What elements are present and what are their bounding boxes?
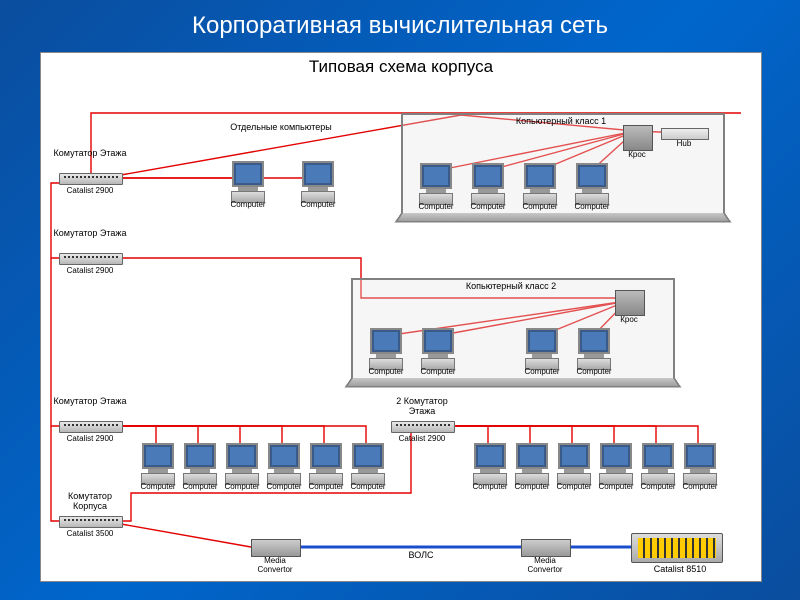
- label: Computer: [365, 368, 407, 377]
- computer-icon: [523, 163, 557, 201]
- computer-icon: [515, 443, 549, 481]
- label: Computer: [417, 368, 459, 377]
- computer-icon: [267, 443, 301, 481]
- kros-icon: [623, 125, 653, 151]
- slide: Корпоративная вычислительная сеть Типова…: [0, 0, 800, 600]
- label: Копьютерный класс 2: [451, 282, 571, 292]
- label: Комутатор Этажа: [53, 397, 127, 407]
- label: Комутатор Корпуса: [53, 492, 127, 512]
- label: Catalist 2900: [53, 267, 127, 276]
- switch-icon: [391, 421, 455, 433]
- computer-icon: [525, 328, 559, 366]
- label: Computer: [679, 483, 721, 492]
- label: Hub: [669, 140, 699, 149]
- computer-icon: [599, 443, 633, 481]
- label: Computer: [521, 368, 563, 377]
- computer-icon: [641, 443, 675, 481]
- computer-icon: [309, 443, 343, 481]
- label: Computer: [137, 483, 179, 492]
- label: Computer: [415, 203, 457, 212]
- label: Catalist 2900: [53, 435, 127, 444]
- core-switch-icon: [631, 533, 723, 563]
- label: Копьютерный класс 1: [501, 117, 621, 127]
- label: Computer: [573, 368, 615, 377]
- label: Крос: [619, 151, 655, 160]
- label: Computer: [519, 203, 561, 212]
- switch-icon: [59, 173, 123, 185]
- label: Catalist 3500: [53, 530, 127, 539]
- label: Computer: [511, 483, 553, 492]
- computer-icon: [421, 328, 455, 366]
- label: 2 Комутатор Этажа: [385, 397, 459, 417]
- media-convertor-icon: [251, 539, 301, 557]
- computer-icon: [577, 328, 611, 366]
- computer-icon: [557, 443, 591, 481]
- computer-icon: [369, 328, 403, 366]
- label: Computer: [595, 483, 637, 492]
- label: Computer: [637, 483, 679, 492]
- label: Computer: [179, 483, 221, 492]
- computer-icon: [141, 443, 175, 481]
- label: Catalist 8510: [635, 565, 725, 575]
- label: Computer: [221, 483, 263, 492]
- computer-icon: [225, 443, 259, 481]
- label: Catalist 2900: [385, 435, 459, 444]
- diagram-panel: Типовая схема корпуса Копьютерный класс …: [40, 52, 762, 582]
- label: Крос: [611, 316, 647, 325]
- switch-icon: [59, 516, 123, 528]
- computer-icon: [419, 163, 453, 201]
- label: ВОЛС: [391, 551, 451, 561]
- slide-title: Корпоративная вычислительная сеть: [0, 12, 800, 40]
- label: Computer: [469, 483, 511, 492]
- label: Media Convertor: [247, 557, 303, 575]
- media-convertor-icon: [521, 539, 571, 557]
- switch-icon: [59, 421, 123, 433]
- label: Computer: [297, 201, 339, 210]
- label: Computer: [305, 483, 347, 492]
- label: Computer: [571, 203, 613, 212]
- label: Computer: [227, 201, 269, 210]
- label: Комутатор Этажа: [53, 229, 127, 239]
- kros-icon: [615, 290, 645, 316]
- computer-icon: [301, 161, 335, 199]
- label: Отдельные компьютеры: [211, 123, 351, 133]
- label: Computer: [347, 483, 389, 492]
- computer-icon: [231, 161, 265, 199]
- computer-icon: [473, 443, 507, 481]
- computer-icon: [683, 443, 717, 481]
- computer-icon: [471, 163, 505, 201]
- label: Catalist 2900: [53, 187, 127, 196]
- label: Computer: [553, 483, 595, 492]
- switch-icon: [59, 253, 123, 265]
- label: Computer: [467, 203, 509, 212]
- computer-icon: [575, 163, 609, 201]
- label: Media Convertor: [517, 557, 573, 575]
- computer-icon: [351, 443, 385, 481]
- label: Computer: [263, 483, 305, 492]
- computer-icon: [183, 443, 217, 481]
- label: Комутатор Этажа: [53, 149, 127, 159]
- diagram-canvas: Типовая схема корпуса Копьютерный класс …: [41, 53, 761, 581]
